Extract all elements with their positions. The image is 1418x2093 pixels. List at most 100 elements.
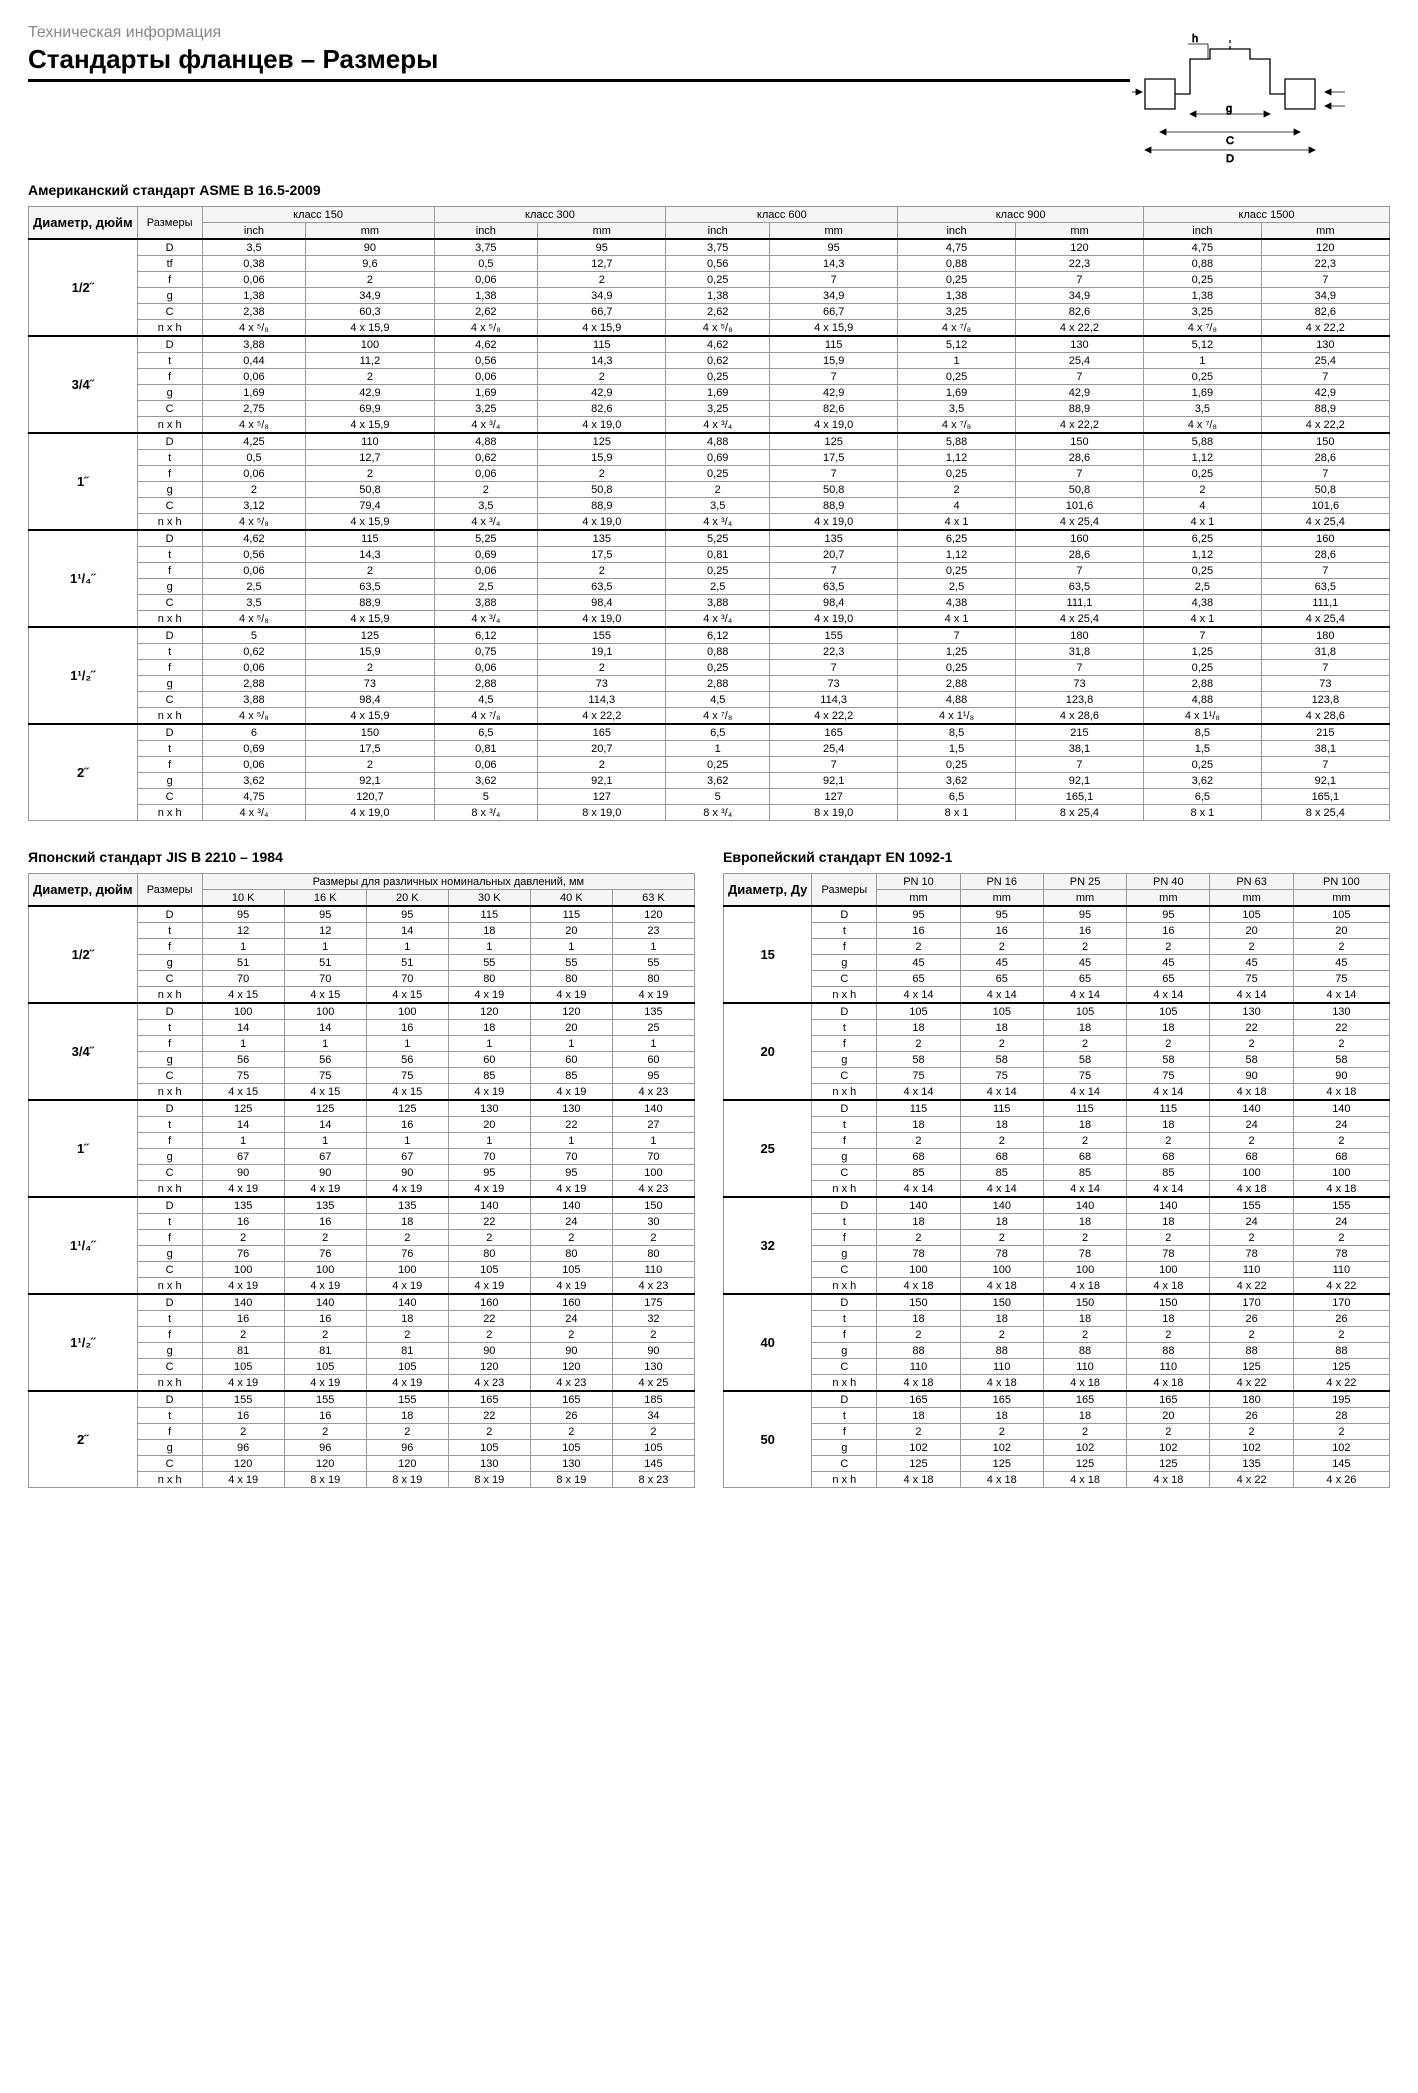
- cell: t: [137, 450, 202, 466]
- cell: 73: [538, 676, 666, 692]
- header-cell: 20 K: [366, 890, 448, 907]
- cell: 85: [1043, 1165, 1126, 1181]
- cell: 4: [898, 498, 1016, 514]
- cell: 105: [530, 1262, 612, 1278]
- cell: 78: [960, 1246, 1043, 1262]
- cell: 135: [366, 1197, 448, 1214]
- cell: 4 x 15: [202, 987, 284, 1004]
- cell: 105: [1293, 906, 1389, 923]
- cell: 4 x 15,9: [770, 320, 898, 337]
- cell: 45: [960, 955, 1043, 971]
- cell: 2: [1127, 1036, 1210, 1052]
- cell: 60: [612, 1052, 694, 1068]
- cell: 120: [530, 1359, 612, 1375]
- cell: 125: [770, 433, 898, 450]
- cell: 2: [366, 1230, 448, 1246]
- cell: 70: [202, 971, 284, 987]
- cell: 70: [530, 1149, 612, 1165]
- cell: 28,6: [1015, 450, 1143, 466]
- cell: f: [812, 1133, 877, 1149]
- cell: 0,06: [202, 660, 306, 676]
- cell: 4 x 15,9: [538, 320, 666, 337]
- cell: t: [812, 923, 877, 939]
- cell: 4 x 14: [1210, 987, 1293, 1004]
- cell: 14,3: [770, 256, 898, 272]
- cell: 1: [666, 741, 770, 757]
- cell: 25,4: [1261, 353, 1389, 369]
- cell: 75: [1293, 971, 1389, 987]
- cell: 2: [612, 1327, 694, 1343]
- cell: 7: [1144, 627, 1262, 644]
- header-cell: Диаметр, дюйм: [29, 207, 138, 240]
- cell: 4 x ³/₄: [434, 611, 538, 628]
- cell: 4 x ⁷/₈: [898, 320, 1016, 337]
- cell: 120: [284, 1456, 366, 1472]
- cell: 101,6: [1015, 498, 1143, 514]
- header-cell: класс 300: [434, 207, 666, 223]
- cell: 135: [612, 1003, 694, 1020]
- cell: 105: [284, 1359, 366, 1375]
- header-cell: mm: [1261, 223, 1389, 240]
- cell: 165: [770, 724, 898, 741]
- cell: 15,9: [306, 644, 434, 660]
- cell: 2: [448, 1230, 530, 1246]
- cell: 5,88: [898, 433, 1016, 450]
- cell: 45: [877, 955, 960, 971]
- cell: 25: [612, 1020, 694, 1036]
- cell: 4 x 19,0: [770, 611, 898, 628]
- cell: D: [812, 906, 877, 923]
- cell: 6,5: [1144, 789, 1262, 805]
- cell: n x h: [137, 1278, 202, 1295]
- header-cell: PN 16: [960, 874, 1043, 890]
- cell: 140: [960, 1197, 1043, 1214]
- cell: 28: [1293, 1408, 1389, 1424]
- cell: 1: [1144, 353, 1262, 369]
- cell: 2: [1144, 482, 1262, 498]
- cell: 2: [1043, 1036, 1126, 1052]
- cell: 2: [877, 1424, 960, 1440]
- cell: 1,38: [1144, 288, 1262, 304]
- cell: n x h: [812, 987, 877, 1004]
- cell: 2: [1210, 939, 1293, 955]
- cell: 18: [366, 1214, 448, 1230]
- cell: 0,25: [666, 757, 770, 773]
- cell: 4 x 22,2: [1261, 320, 1389, 337]
- cell: 8 x 1: [1144, 805, 1262, 821]
- cell: 8,5: [898, 724, 1016, 741]
- cell: 7: [1015, 660, 1143, 676]
- cell: 22,3: [1015, 256, 1143, 272]
- cell: 1: [366, 939, 448, 955]
- cell: 2: [366, 1327, 448, 1343]
- cell: 82,6: [538, 401, 666, 417]
- cell: 4 x 22,2: [1015, 417, 1143, 434]
- cell: 28,6: [1261, 547, 1389, 563]
- cell: 42,9: [538, 385, 666, 401]
- cell: g: [137, 676, 202, 692]
- cell: g: [137, 1246, 202, 1262]
- cell: 4 x 19,0: [770, 514, 898, 531]
- cell: g: [812, 1343, 877, 1359]
- cell: 22: [1293, 1020, 1389, 1036]
- cell: 58: [1043, 1052, 1126, 1068]
- cell: 4 x 19: [366, 1278, 448, 1295]
- cell: D: [812, 1294, 877, 1311]
- cell: 4 x 18: [1043, 1472, 1126, 1488]
- cell: 96: [202, 1440, 284, 1456]
- cell: 150: [1015, 433, 1143, 450]
- cell: 1,38: [898, 288, 1016, 304]
- cell: 150: [1127, 1294, 1210, 1311]
- cell: 56: [366, 1052, 448, 1068]
- cell: 7: [1015, 757, 1143, 773]
- cell: 2: [366, 1424, 448, 1440]
- cell: n x h: [812, 1181, 877, 1198]
- cell: 63,5: [1015, 579, 1143, 595]
- cell: 125: [1210, 1359, 1293, 1375]
- cell: 1: [448, 1036, 530, 1052]
- cell: 7: [1261, 563, 1389, 579]
- cell: n x h: [812, 1472, 877, 1488]
- cell: 100: [366, 1003, 448, 1020]
- cell: 75: [1210, 971, 1293, 987]
- cell: 0,06: [202, 757, 306, 773]
- cell: 2: [284, 1424, 366, 1440]
- cell: 4 x 28,6: [1015, 708, 1143, 725]
